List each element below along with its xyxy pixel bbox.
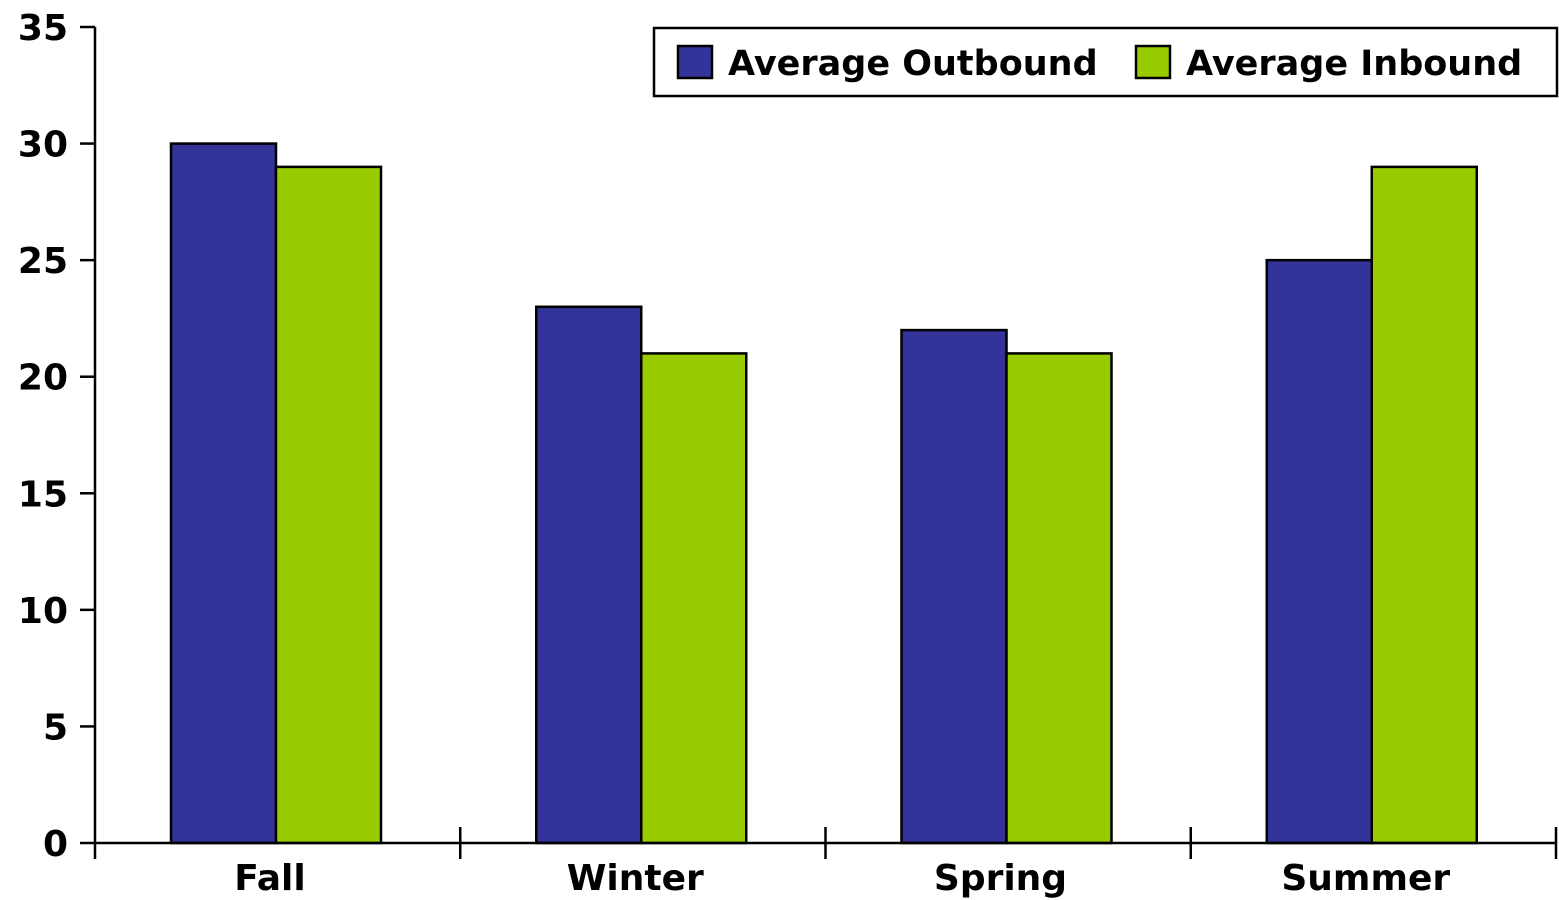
y-tick-label: 30 — [18, 125, 68, 166]
y-tick-label: 5 — [43, 707, 68, 748]
x-tick-label-fall: Fall — [234, 858, 305, 899]
bar-average-outbound-summer — [1265, 258, 1373, 845]
bar-average-outbound-fall — [169, 142, 278, 845]
bar-average-outbound-spring — [900, 328, 1008, 845]
y-ticks-group: 0 5 10 15 20 25 30 35 — [18, 8, 95, 865]
x-tick-label-spring: Spring — [934, 858, 1067, 899]
bar-average-outbound-winter — [535, 305, 643, 845]
y-tick-label: 0 — [43, 824, 68, 865]
x-ticks-group: Fall Winter Spring Summer — [234, 827, 1558, 899]
bar-average-inbound-summer — [1370, 165, 1478, 845]
legend-items: Average Outbound Average Inbound — [676, 44, 1522, 84]
bar-average-inbound-fall — [274, 165, 383, 845]
y-tick-label: 25 — [18, 241, 68, 282]
legend-label-average-inbound: Average Inbound — [1186, 44, 1522, 84]
legend-box — [652, 26, 1559, 98]
legend-swatch-average-outbound — [676, 44, 714, 80]
y-tick-label: 10 — [18, 591, 68, 632]
x-tick-label-summer: Summer — [1281, 858, 1450, 899]
y-tick-label: 15 — [18, 474, 68, 515]
y-tick-label: 20 — [18, 358, 68, 399]
y-tick-label: 35 — [18, 8, 68, 49]
legend-swatch-average-inbound — [1134, 44, 1172, 80]
legend-label-average-outbound: Average Outbound — [728, 44, 1098, 84]
bar-average-inbound-spring — [1005, 352, 1113, 845]
bars-group — [169, 142, 1478, 845]
legend: Average Outbound Average Inbound — [652, 26, 1559, 98]
x-tick-label-winter: Winter — [567, 858, 704, 899]
bar-average-inbound-winter — [640, 352, 748, 845]
